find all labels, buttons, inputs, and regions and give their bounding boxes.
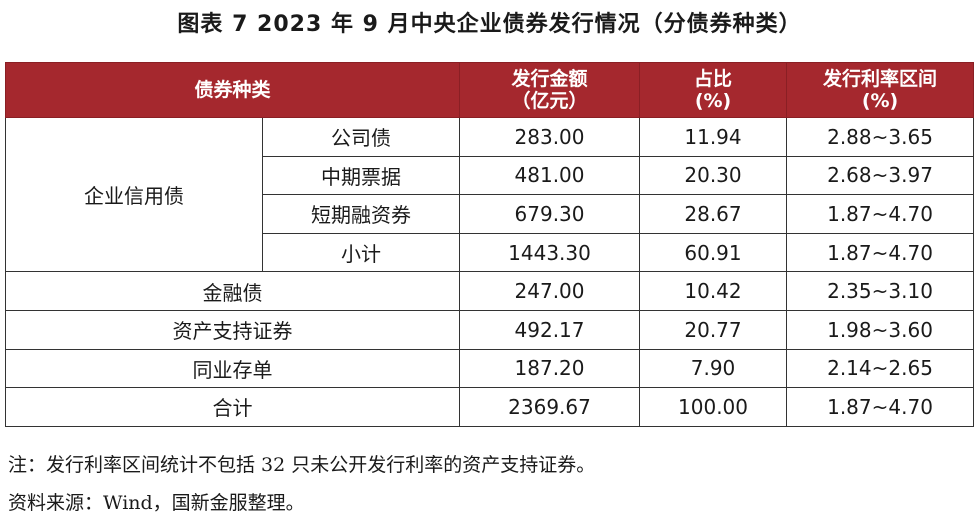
amount-cell: 187.20: [459, 348, 641, 389]
rate-cell: 2.14~2.65: [786, 348, 975, 389]
bond-type-cell: 小计: [261, 232, 461, 273]
bond-type-cell: 同业存单: [4, 348, 461, 389]
header-rate: 发行利率区间 (%): [786, 62, 975, 118]
table-row: 资产支持证券 492.17 20.77 1.98~3.60: [4, 309, 975, 350]
bond-type-cell: 资产支持证券: [4, 309, 461, 350]
header-rate-line1: 发行利率区间: [823, 68, 938, 90]
table-total-row: 合计 2369.67 100.00 1.87~4.70: [4, 387, 975, 427]
rate-cell: 1.87~4.70: [786, 387, 975, 427]
share-cell: 60.91: [639, 232, 788, 273]
rate-cell: 1.87~4.70: [786, 232, 975, 273]
share-cell: 100.00: [639, 387, 788, 427]
table-header-row: 债券种类 发行金额 （亿元） 占比 (%) 发行利率区间 (%): [4, 62, 975, 118]
share-cell: 10.42: [639, 271, 788, 311]
header-rate-line2: (%): [861, 90, 899, 112]
header-category: 债券种类: [4, 62, 461, 118]
share-cell: 20.77: [639, 309, 788, 350]
rate-cell: 2.35~3.10: [786, 271, 975, 311]
share-cell: 28.67: [639, 194, 788, 234]
group-label-cell: 企业信用债: [5, 116, 263, 273]
amount-cell: 2369.67: [459, 387, 641, 427]
amount-cell: 481.00: [459, 155, 641, 196]
source-note: 资料来源：Wind，国新金服整理。: [8, 492, 305, 514]
rate-cell: 1.87~4.70: [786, 194, 975, 234]
amount-cell: 679.30: [459, 194, 641, 234]
page-title: 图表 7 2023 年 9 月中央企业债券发行情况（分债券种类）: [177, 12, 802, 37]
table-row: 小计 1443.30 60.91 1.87~4.70: [6, 232, 975, 273]
bond-issuance-table: 债券种类 发行金额 （亿元） 占比 (%) 发行利率区间 (%) 企业信用债 公…: [4, 62, 975, 427]
amount-cell: 247.00: [459, 271, 641, 311]
header-amount: 发行金额 （亿元）: [459, 62, 641, 118]
bond-type-cell: 公司债: [261, 117, 461, 157]
footnote: 注：发行利率区间统计不包括 32 只未公开发行利率的资产支持证券。: [8, 454, 596, 476]
header-share: 占比 (%): [639, 62, 788, 118]
bond-type-cell: 金融债: [4, 271, 461, 311]
rate-cell: 1.98~3.60: [786, 309, 975, 350]
share-cell: 7.90: [639, 348, 788, 389]
header-share-line2: (%): [694, 90, 732, 112]
amount-cell: 1443.30: [459, 232, 641, 273]
total-label-cell: 合计: [4, 387, 461, 427]
table-row: 企业信用债 公司债 283.00 11.94 2.88~3.65: [5, 116, 975, 273]
header-share-line1: 占比: [694, 68, 733, 90]
rate-cell: 2.68~3.97: [786, 155, 975, 196]
table-row: 短期融资券 679.30 28.67 1.87~4.70: [6, 194, 975, 234]
table-row: 金融债 247.00 10.42 2.35~3.10: [4, 271, 975, 311]
share-cell: 11.94: [639, 117, 788, 157]
bond-type-cell: 中期票据: [261, 155, 461, 196]
amount-cell: 492.17: [459, 309, 641, 350]
table-row: 同业存单 187.20 7.90 2.14~2.65: [4, 348, 975, 389]
bond-type-cell: 短期融资券: [261, 194, 461, 234]
rate-cell: 2.88~3.65: [786, 117, 975, 157]
share-cell: 20.30: [639, 155, 788, 196]
table-row: 中期票据 481.00 20.30 2.68~3.97: [6, 155, 975, 196]
amount-cell: 283.00: [459, 117, 641, 157]
header-amount-line1: 发行金额: [511, 68, 588, 90]
header-amount-line2: （亿元）: [511, 90, 588, 112]
